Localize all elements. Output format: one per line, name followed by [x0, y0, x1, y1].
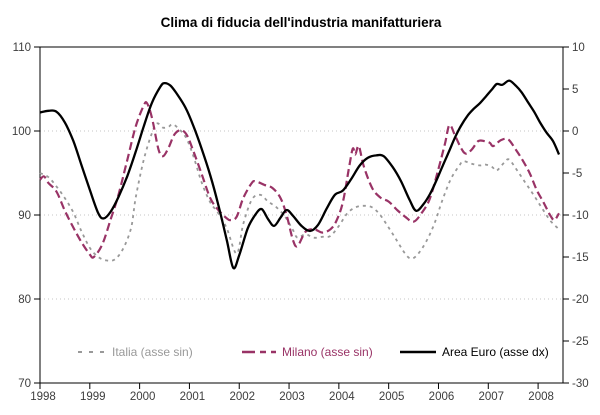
left-tick-label: 80 — [18, 294, 31, 306]
left-axis: 110 100 90 80 70 — [12, 42, 40, 390]
legend-label: Milano (asse sin) — [282, 345, 373, 359]
x-axis: 1998 1999 2000 2001 2002 2003 2004 2005 2006 2007… — [30, 383, 554, 403]
x-tick-label: 2004 — [329, 391, 355, 403]
series-line-2 — [39, 79, 561, 270]
legend-label: Area Euro (asse dx) — [442, 345, 549, 359]
series-line-1 — [39, 101, 560, 259]
right-tick-label: -15 — [572, 252, 589, 264]
chart-legend: Italia (asse sin) Milano (asse sin) Area E… — [78, 345, 549, 359]
right-axis: 10 5 0 -5 -10 -15 -20 -25 -30 — [563, 42, 589, 390]
x-tick-label: 1999 — [80, 391, 106, 403]
right-tick-label: 10 — [572, 42, 585, 54]
x-tick-label: 2008 — [528, 391, 554, 403]
x-tick-label: 2003 — [279, 391, 305, 403]
legend-label: Italia (asse sin) — [112, 345, 193, 359]
series-lines — [39, 79, 561, 270]
x-tick-label: 2005 — [379, 391, 405, 403]
x-tick-label: 2006 — [429, 391, 455, 403]
right-tick-label: -10 — [572, 210, 589, 222]
right-tick-label: 0 — [572, 126, 578, 138]
series-line-0 — [39, 122, 560, 262]
right-tick-label: 5 — [572, 84, 578, 96]
x-tick-label: 1998 — [30, 391, 56, 403]
x-tick-label: 2001 — [180, 391, 206, 403]
left-tick-label: 70 — [18, 378, 31, 390]
gridlines — [40, 130, 563, 300]
chart-title: Clima di fiducia dell'industria manifatt… — [161, 15, 442, 30]
right-tick-label: -30 — [572, 378, 589, 390]
right-tick-label: -20 — [572, 294, 589, 306]
left-tick-label: 100 — [12, 126, 31, 138]
x-tick-label: 2002 — [229, 391, 255, 403]
right-tick-label: -25 — [572, 336, 589, 348]
left-tick-label: 110 — [13, 42, 31, 54]
right-tick-label: -5 — [572, 168, 582, 180]
left-tick-label: 90 — [18, 210, 31, 222]
x-tick-label: 2000 — [130, 391, 156, 403]
x-tick-label: 2007 — [478, 391, 504, 403]
